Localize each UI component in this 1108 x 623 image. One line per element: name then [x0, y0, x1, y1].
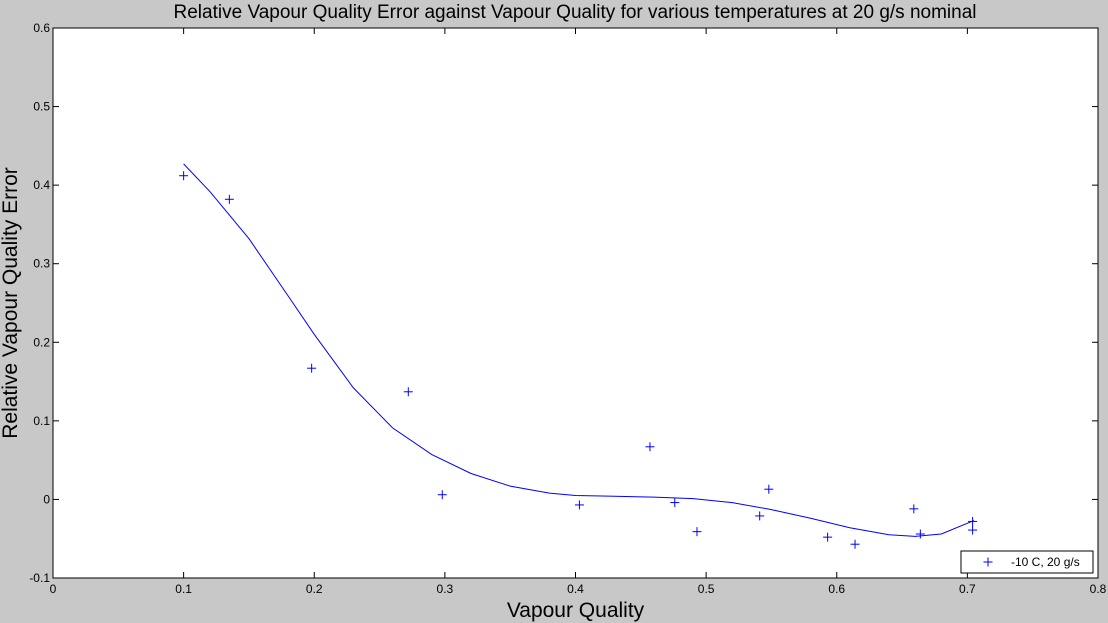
data-point — [645, 442, 655, 452]
y-tick-label: 0.4 — [33, 178, 50, 192]
legend-label: -10 C, 20 g/s — [1011, 555, 1080, 569]
chart-title: Relative Vapour Quality Error against Va… — [174, 2, 977, 23]
tick-layer: 0 0.1 0.2 0.3 0.4 0.5 0.6 0.7 0.8-0.100.10.20.30… — [29, 21, 1106, 596]
y-tick-label: -0.1 — [29, 571, 50, 585]
marker-layer — [179, 171, 978, 549]
legend: -10 C, 20 g/s — [960, 550, 1094, 574]
data-point — [574, 500, 584, 510]
x-tick-label: 0.2 — [306, 582, 323, 596]
x-tick-label: 0.6 — [828, 582, 845, 596]
y-tick-label: 0.3 — [33, 257, 50, 271]
data-point — [764, 484, 774, 494]
data-point — [755, 511, 765, 521]
x-tick-label: 0.1 — [175, 582, 192, 596]
legend-box — [960, 550, 1094, 574]
data-point — [968, 516, 978, 526]
y-tick-label: 0.6 — [33, 21, 50, 35]
plot-area — [52, 27, 1099, 579]
data-point — [909, 504, 919, 514]
data-point — [915, 529, 925, 539]
x-tick-label: 0.8 — [1090, 582, 1107, 596]
x-tick-label: 0.3 — [437, 582, 454, 596]
x-tick-label: 0.5 — [698, 582, 715, 596]
y-tick-label: 0.5 — [33, 100, 50, 114]
x-tick-label: 0 — [50, 582, 57, 596]
y-tick-label: 0.2 — [33, 335, 50, 349]
data-point — [823, 532, 833, 542]
data-point — [224, 194, 234, 204]
data-point — [307, 363, 317, 373]
fit-curve — [183, 163, 975, 537]
data-point — [850, 539, 860, 549]
y-tick-label: 0.1 — [33, 414, 50, 428]
data-point — [179, 171, 189, 181]
x-tick-label: 0.4 — [567, 582, 584, 596]
x-axis-title: Vapour Quality — [507, 599, 645, 622]
y-axis-title: Relative Vapour Quality Error — [0, 167, 22, 439]
data-point — [670, 498, 680, 508]
x-tick-label: 0.7 — [959, 582, 976, 596]
data-point — [437, 490, 447, 500]
data-point — [968, 525, 978, 535]
data-point — [692, 527, 702, 537]
legend-marker — [983, 557, 993, 567]
data-point — [403, 387, 413, 397]
y-tick-label: 0 — [43, 492, 50, 506]
